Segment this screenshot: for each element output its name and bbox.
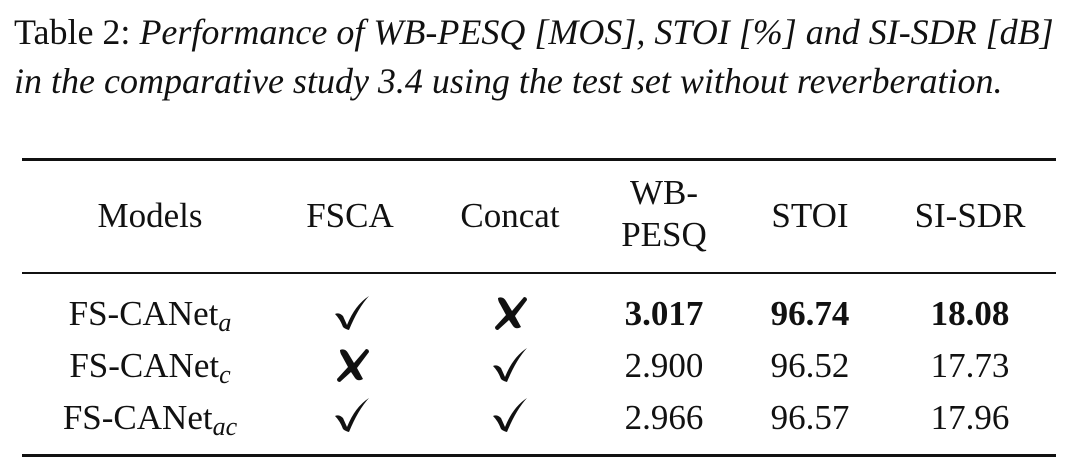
row3-stoi: 96.57 (770, 398, 850, 437)
header-fsca: FSCA (306, 196, 394, 235)
caption-text: Performance of WB-PESQ [MOS], STOI [%] a… (14, 12, 1054, 101)
row3-fsca-check-icon (335, 398, 369, 432)
row1-model-name: FS-CANet (68, 294, 219, 333)
header-stoi: STOI (771, 196, 849, 235)
row1-stoi: 96.74 (770, 294, 850, 333)
row3-model: FS-CANetac (30, 398, 270, 441)
row3-concat-check-icon (493, 398, 527, 432)
row1-wb-pesq: 3.017 (624, 294, 704, 333)
row1-concat-cross-icon (495, 297, 527, 330)
top-rule (22, 158, 1056, 161)
header-wb-pesq: WB-PESQ (621, 173, 707, 254)
header-concat: Concat (460, 196, 560, 235)
row2-model-name: FS-CANet (69, 346, 220, 385)
caption-label: Table 2: (14, 12, 131, 52)
row1-si-sdr: 18.08 (930, 294, 1010, 333)
row3-model-name: FS-CANet (62, 398, 213, 437)
row2-stoi: 96.52 (770, 346, 850, 385)
row2-model: FS-CANetc (30, 346, 270, 389)
row2-concat-check-icon (493, 348, 527, 382)
row3-wb-pesq: 2.966 (624, 398, 704, 437)
bottom-rule (22, 454, 1056, 457)
row3-model-subscript: ac (212, 412, 238, 441)
row1-fsca-check-icon (335, 296, 369, 330)
table-caption: Table 2: Performance of WB-PESQ [MOS], S… (14, 8, 1054, 106)
row2-wb-pesq: 2.900 (624, 346, 704, 385)
row1-model: FS-CANeta (30, 294, 270, 337)
header-rule (22, 272, 1056, 274)
header-si-sdr: SI-SDR (914, 196, 1026, 235)
row2-model-subscript: c (219, 360, 231, 389)
row1-model-subscript: a (218, 308, 232, 337)
row2-si-sdr: 17.73 (930, 346, 1010, 385)
row2-fsca-cross-icon (337, 349, 369, 382)
header-models: Models (97, 196, 203, 235)
row3-si-sdr: 17.96 (930, 398, 1010, 437)
